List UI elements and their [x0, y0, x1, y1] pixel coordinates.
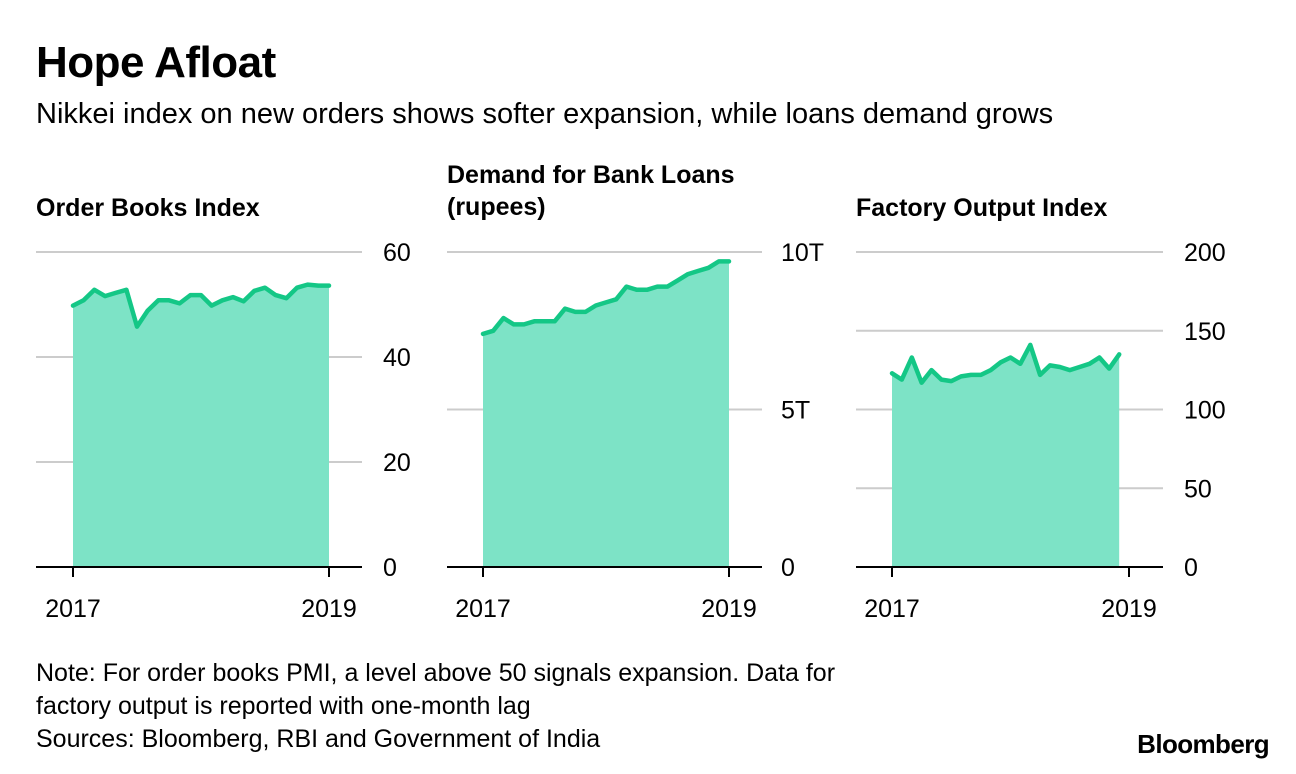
panel-1-ytick-label: 60 — [383, 239, 411, 267]
panel-1-xtick-label: 2017 — [45, 595, 101, 623]
panel-3-area — [892, 344, 1120, 567]
panel-3-ytick-label: 100 — [1184, 397, 1226, 425]
panel-3-xtick-label: 2019 — [1101, 595, 1157, 623]
panel-2-series-line — [480, 259, 732, 337]
panel-1-ytick-label: 40 — [383, 344, 411, 372]
footnote: Note: For order books PMI, a level above… — [36, 657, 835, 756]
panel-1-series-line — [70, 282, 332, 329]
panel-3-ytick-label: 0 — [1184, 554, 1198, 582]
chart-title: Hope Afloat — [36, 38, 276, 87]
panel-3-ytick-label: 50 — [1184, 475, 1212, 503]
panel-3-xtick-label: 2017 — [864, 595, 920, 623]
panel-2-title-line-2: (rupees) — [447, 193, 546, 221]
panel-2-xtick-label: 2019 — [701, 595, 757, 623]
panel-1-area — [73, 284, 329, 567]
panel-1-ytick-label: 20 — [383, 449, 411, 477]
panel-2-area — [483, 261, 729, 567]
panel-1-title-line-1: Order Books Index — [36, 194, 260, 222]
panel-2-ytick-label: 0 — [781, 554, 795, 582]
panel-2-xtick-label: 2017 — [455, 595, 511, 623]
panel-3-ytick-label: 150 — [1184, 318, 1226, 346]
footnote-line-1: Note: For order books PMI, a level above… — [36, 659, 836, 687]
panel-1-ytick-label: 0 — [383, 554, 397, 582]
footnote-sources: Sources: Bloomberg, RBI and Government o… — [36, 725, 601, 753]
panel-2-title-line-1: Demand for Bank Loans — [447, 161, 735, 189]
footnote-line-2: factory output is reported with one-mont… — [36, 692, 531, 720]
panel-1-xtick-label: 2019 — [301, 595, 357, 623]
panel-3-series-line — [889, 342, 1122, 385]
panel-2-ytick-label: 10T — [781, 239, 824, 267]
panel-3-ytick-label: 200 — [1184, 239, 1226, 267]
panel-3-title-line-1: Factory Output Index — [856, 194, 1108, 222]
chart-subtitle: Nikkei index on new orders shows softer … — [36, 98, 1054, 130]
bloomberg-logo: Bloomberg — [1137, 729, 1269, 759]
panel-2-ytick-label: 5T — [781, 397, 810, 425]
